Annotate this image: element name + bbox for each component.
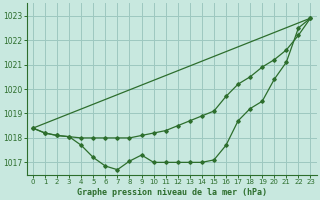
X-axis label: Graphe pression niveau de la mer (hPa): Graphe pression niveau de la mer (hPa)	[77, 188, 267, 197]
